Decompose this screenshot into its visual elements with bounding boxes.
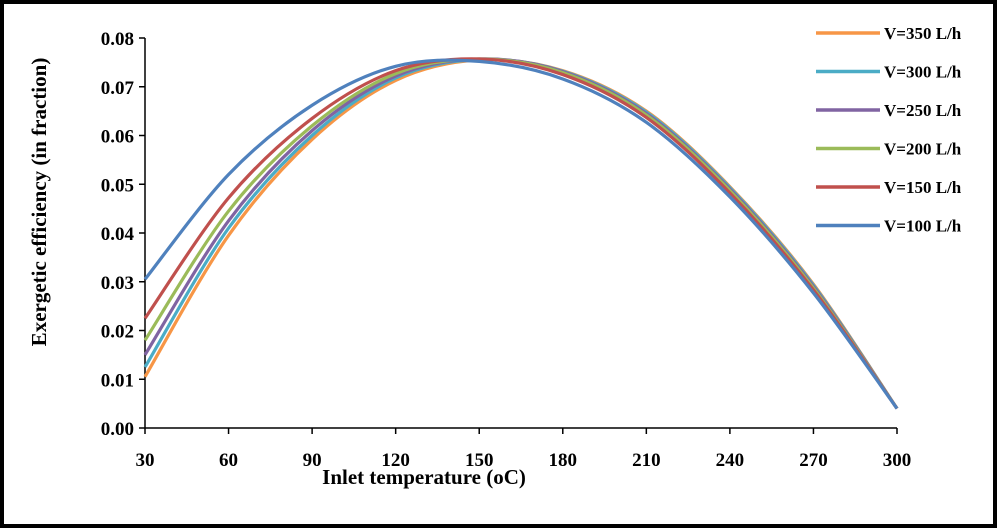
legend-label: V=300 L/h: [884, 63, 962, 82]
legend-label: V=200 L/h: [884, 140, 962, 159]
x-tick-label: 150: [465, 450, 494, 471]
x-tick-label: 30: [136, 450, 155, 471]
line-chart: 0.00 0.01 0.02 0.03 0.04 0.05 0.06 0.07 0.08 30 60…: [27, 24, 962, 489]
series-line-v-300-l-h: [143, 57, 899, 410]
x-axis-title: Inlet temperature (oC): [322, 465, 526, 489]
legend-label: V=350 L/h: [884, 24, 962, 43]
series-line-v-150-l-h: [143, 57, 899, 410]
x-tick-label: 90: [303, 450, 322, 471]
x-tick-label: 300: [883, 450, 912, 471]
y-tick-label: 0.03: [101, 273, 134, 294]
ticks: 0.00 0.01 0.02 0.03 0.04 0.05 0.06 0.07 0.08 30 60…: [101, 29, 912, 471]
legend-label: V=250 L/h: [884, 101, 962, 120]
legend: V=350 L/h V=300 L/h V=250 L/h V=200 L/h V=15…: [816, 24, 962, 236]
x-tick-label: 60: [219, 450, 238, 471]
series-line-v-200-l-h: [143, 57, 899, 410]
x-tick-label: 210: [632, 450, 661, 471]
series-lines: [143, 57, 899, 410]
y-tick-label: 0.02: [101, 322, 134, 343]
legend-label: V=100 L/h: [884, 217, 962, 236]
series-line-v-250-l-h: [143, 57, 899, 410]
y-tick-label: 0.00: [101, 419, 134, 440]
x-tick-label: 180: [549, 450, 578, 471]
axes: [144, 38, 897, 429]
y-tick-label: 0.05: [101, 175, 134, 196]
y-tick-label: 0.04: [101, 224, 135, 245]
legend-label: V=150 L/h: [884, 178, 962, 197]
y-tick-label: 0.06: [101, 127, 134, 148]
x-tick-label: 240: [716, 450, 745, 471]
y-axis-title: Exergetic efficiency (in fraction): [27, 58, 51, 347]
x-tick-label: 120: [381, 450, 410, 471]
y-tick-label: 0.01: [101, 370, 134, 391]
y-tick-label: 0.08: [101, 29, 134, 50]
series-line-v-350-l-h: [143, 58, 899, 410]
x-tick-label: 270: [799, 450, 828, 471]
y-tick-label: 0.07: [101, 78, 135, 99]
series-line-v-100-l-h: [143, 58, 899, 410]
